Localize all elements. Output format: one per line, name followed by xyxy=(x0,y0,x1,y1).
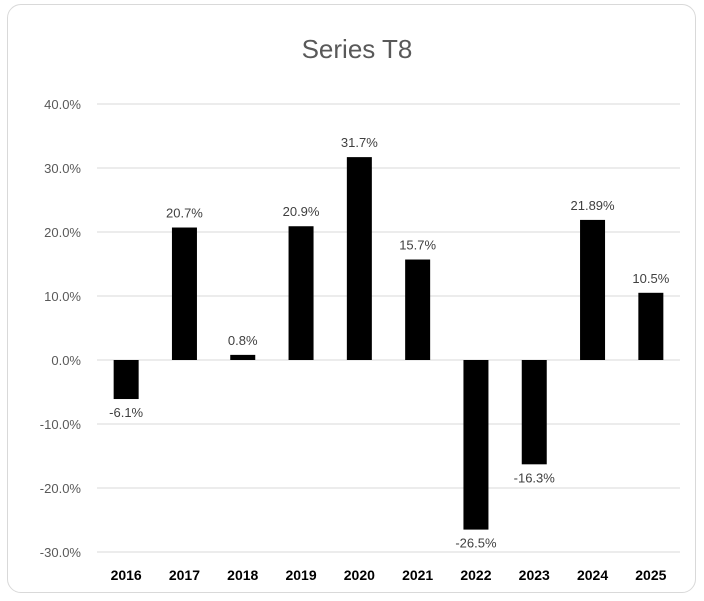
data-label: 15.7% xyxy=(399,238,436,253)
data-label: 31.7% xyxy=(341,135,378,150)
bars xyxy=(113,157,664,530)
bar xyxy=(346,157,372,360)
x-tick-label: 2021 xyxy=(402,567,433,583)
bar xyxy=(638,292,664,360)
data-label: 20.7% xyxy=(166,206,203,221)
data-label: 20.9% xyxy=(283,204,320,219)
x-tick-label: 2024 xyxy=(577,567,608,583)
y-tick-label: 40.0% xyxy=(44,97,81,112)
y-tick-label: 0.0% xyxy=(51,353,81,368)
y-tick-label: 20.0% xyxy=(44,225,81,240)
y-tick-label: 10.0% xyxy=(44,289,81,304)
x-tick-label: 2018 xyxy=(227,567,258,583)
x-axis-ticks: 2016 2017 2018 2019 2020 2021 2022 2023 2024 2025 xyxy=(111,567,667,583)
data-label: -6.1% xyxy=(109,405,143,420)
x-tick-label: 2022 xyxy=(460,567,491,583)
data-label: 21.89% xyxy=(571,198,616,213)
bar xyxy=(288,226,314,360)
x-tick-label: 2020 xyxy=(344,567,375,583)
y-tick-label: -10.0% xyxy=(40,417,82,432)
x-tick-label: 2016 xyxy=(111,567,142,583)
data-label: 0.8% xyxy=(228,333,258,348)
data-label: -16.3% xyxy=(514,470,556,485)
data-label: 10.5% xyxy=(632,271,669,286)
bar xyxy=(405,259,431,360)
bar xyxy=(521,360,547,465)
data-label: -26.5% xyxy=(455,536,497,551)
x-tick-label: 2025 xyxy=(635,567,666,583)
bar xyxy=(463,360,489,530)
y-axis-ticks: 40.0% 30.0% 20.0% 10.0% 0.0% -10.0% -20.0% -30.… xyxy=(40,97,82,560)
bar xyxy=(113,360,139,400)
y-tick-label: -20.0% xyxy=(40,481,82,496)
bar xyxy=(230,354,256,360)
bar xyxy=(580,219,606,360)
data-labels: -6.1% 20.7% 0.8% 20.9% 31.7% 15.7% -26.5% -16.3… xyxy=(109,135,670,550)
bar xyxy=(171,227,197,360)
x-tick-label: 2019 xyxy=(285,567,316,583)
x-tick-label: 2023 xyxy=(519,567,550,583)
x-tick-label: 2017 xyxy=(169,567,200,583)
chart-title: Series T8 xyxy=(302,34,413,64)
y-tick-label: 30.0% xyxy=(44,161,81,176)
y-tick-label: -30.0% xyxy=(40,545,82,560)
